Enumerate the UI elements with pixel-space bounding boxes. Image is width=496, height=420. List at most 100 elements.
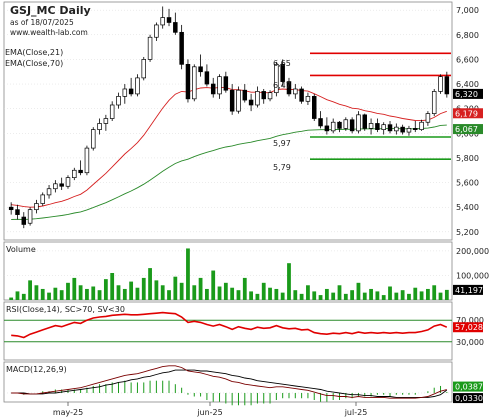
volume-bar	[217, 286, 222, 300]
ema-short-last-tag	[453, 108, 483, 119]
volume-bar	[350, 290, 355, 300]
macd-signal-last-tag-text: 0,0330	[455, 394, 483, 403]
macd-panel: MACD(12,26,9)	[3, 361, 453, 406]
volume-bar	[337, 285, 342, 300]
macd-signal-line	[11, 369, 448, 398]
level-label-2: 6,47	[273, 81, 291, 90]
volume-bar	[122, 288, 127, 300]
candle-body	[387, 124, 393, 132]
volume-bar	[116, 285, 121, 300]
volume-bar	[419, 291, 424, 300]
macd-lines-group	[11, 365, 448, 406]
candle-body	[223, 76, 229, 91]
volume-bar	[141, 277, 146, 300]
volume-bar	[249, 291, 253, 300]
candle-body	[59, 183, 64, 187]
candle-body	[438, 76, 443, 92]
volume-bar	[192, 285, 197, 300]
candle-body	[286, 81, 292, 95]
volume-bar	[91, 286, 96, 300]
volume-bar	[369, 288, 373, 300]
price-panel-frame	[3, 1, 453, 241]
volume-bar	[223, 282, 228, 300]
candle-body	[109, 104, 115, 119]
price-tick-label: 6,400	[456, 80, 479, 89]
candle-body	[53, 183, 58, 190]
candle-body	[135, 77, 140, 95]
candle-body	[46, 188, 52, 196]
candle-body	[27, 209, 33, 224]
candle-body	[349, 119, 355, 132]
price-tick-label: 6,800	[456, 31, 479, 40]
volume-bar	[135, 287, 140, 300]
volume-bar	[103, 279, 108, 300]
legend-ema-long: EMA(Close,70)	[5, 59, 63, 68]
candle-body	[229, 89, 235, 112]
candle-body	[267, 92, 273, 100]
candle-body	[413, 128, 418, 130]
volume-bar	[438, 292, 443, 300]
last-close-tag-text: 6,320	[455, 90, 478, 99]
candle-body	[375, 123, 380, 130]
rsi-panel-frame	[3, 301, 453, 361]
candle-body	[34, 203, 39, 211]
candle-body	[147, 36, 153, 60]
volume-bar	[343, 293, 348, 300]
candle-body	[400, 126, 405, 133]
level-label-1: 6,65	[273, 59, 291, 68]
candle-body	[444, 76, 450, 95]
candle-body	[15, 209, 20, 215]
volume-bar	[381, 295, 386, 300]
volume-bar	[28, 280, 32, 300]
price-tick-label: 5,800	[456, 154, 479, 163]
volume-bar	[356, 282, 361, 300]
volume-bar	[160, 285, 165, 300]
rsi-panel: RSI(Close,14), SC>70, SV<30	[3, 301, 453, 361]
volume-panel: Volume	[3, 241, 453, 301]
macd-last-tag-text: 0,0387	[455, 383, 483, 392]
candle-body	[419, 121, 424, 130]
volume-bar	[230, 287, 235, 300]
ema-long-last-tag-text: 6,067	[455, 125, 478, 134]
candle-body	[356, 114, 361, 132]
volume-bar	[407, 293, 411, 300]
rsi-grid	[4, 319, 452, 343]
volume-bar	[110, 273, 115, 300]
volume-bar	[148, 268, 152, 300]
candle-body	[65, 177, 71, 187]
candle-body	[248, 99, 254, 106]
volume-last-tag-text: 41,197	[455, 286, 483, 295]
chart-subtitle: as of 18/07/2025	[10, 18, 74, 27]
candle-body	[8, 206, 14, 211]
candle-body	[210, 83, 216, 95]
candle-body	[185, 63, 191, 100]
price-panel: GSJ_MC Daily as of 18/07/2025 www.wealth…	[3, 1, 453, 241]
candle-body	[84, 147, 90, 174]
candle-body	[90, 129, 96, 149]
volume-bar	[318, 295, 323, 300]
macd-last-tag	[453, 381, 483, 392]
ema-short-last-tag-text: 6,179	[455, 109, 478, 118]
candle-body	[78, 169, 83, 174]
chart-title: GSJ_MC Daily	[10, 4, 91, 17]
volume-bar	[97, 290, 102, 300]
volume-bar	[324, 288, 329, 300]
candle-body	[122, 88, 128, 97]
price-tick-label: 5,200	[456, 228, 479, 237]
candle-body	[311, 96, 317, 119]
volume-bar	[426, 288, 430, 300]
rsi-title: RSI(Close,14), SC>70, SV<30	[6, 305, 125, 314]
candle-body	[381, 124, 386, 130]
macd-panel-frame	[3, 361, 453, 403]
volume-bar	[198, 277, 203, 300]
price-emas	[11, 86, 447, 220]
price-candles	[8, 6, 450, 229]
ema-long-line	[11, 124, 447, 220]
volume-bar	[129, 281, 134, 300]
volume-bar	[331, 292, 336, 300]
volume-bar	[394, 292, 399, 300]
candle-body	[166, 17, 172, 23]
candle-body	[128, 88, 134, 95]
